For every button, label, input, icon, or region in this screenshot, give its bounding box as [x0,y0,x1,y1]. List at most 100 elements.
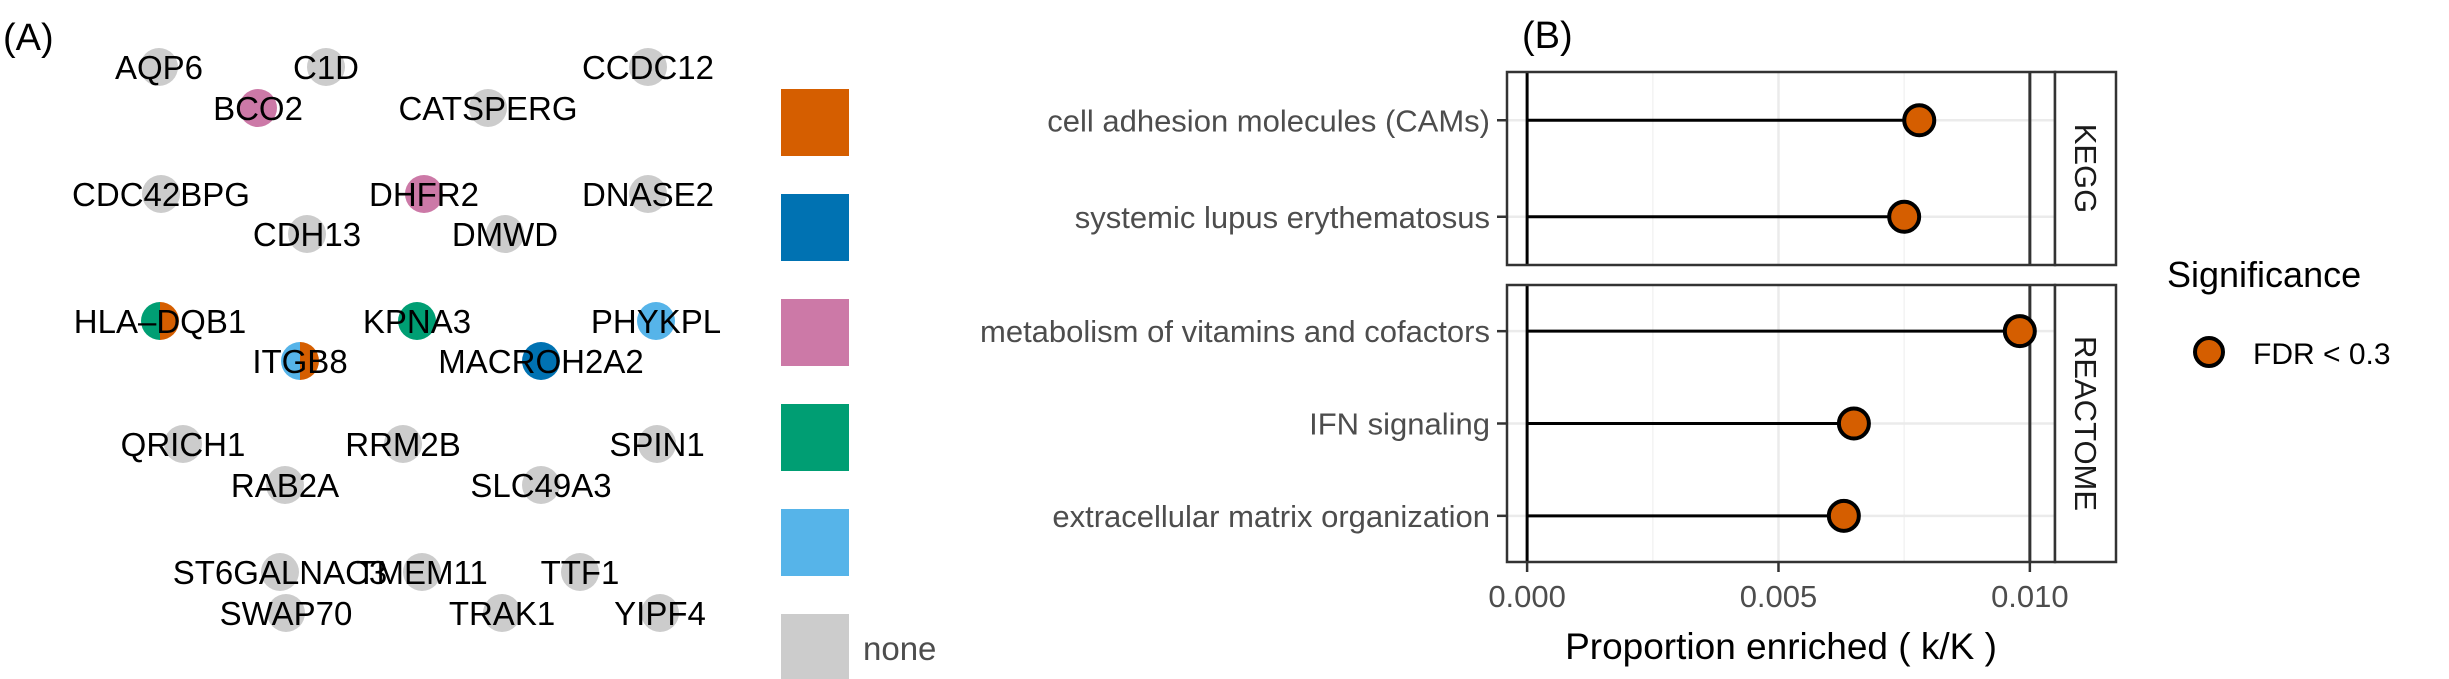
gene-node: CATSPERG [398,89,578,127]
gene-node: MACROH2A2 [438,342,644,380]
gene-node: ST6GALNAC3 [173,553,387,591]
gene-label: PHYKPL [591,303,721,340]
gene-dot [239,89,277,127]
gene-node: CDH13 [253,215,361,253]
gene-dot-half [300,342,319,380]
facet-kegg: cell adhesion molecules (CAMs) systemic l… [1047,70,2118,267]
gene-node: HLA–DQB1 [74,302,246,340]
facet-reactome: metabolism of vitamins and cofactors IFN … [980,283,2118,564]
gene-label: BCO2 [213,90,303,127]
gene-dot-half [281,342,300,380]
chart-legend: Significance FDR < 0.3 [2167,254,2391,371]
gene-label: C1D [293,49,359,86]
gene-label: ITGB8 [252,343,347,380]
panel-b-label: (B) [1522,15,1573,57]
gene-dot [637,302,675,340]
gene-label: SLC49A3 [470,467,611,504]
color-swatch [781,614,849,679]
gene-nodes: AQP6 C1D CCDC12 BCO2 CATSPERG CDC42BPG DHFR2 DN… [72,48,721,632]
gene-dot [483,594,521,632]
gene-dot [266,466,304,504]
gene-label: QRICH1 [121,426,246,463]
gene-label: AQP6 [115,49,203,86]
data-point [1826,498,1861,533]
color-key-item [781,404,849,471]
gene-dot-half [160,302,179,340]
data-point [1902,103,1937,138]
gene-dot [469,89,507,127]
gene-node: TTF1 [541,553,620,591]
color-swatch [781,299,849,366]
category-label: cell adhesion molecules (CAMs) [1047,103,1490,138]
panel-a-label: (A) [3,17,54,59]
gene-node: DMWD [452,215,558,253]
facet-strip-label: REACTOME [2068,336,2103,511]
x-axis-label: Proportion enriched ( k/K ) [1565,626,1997,667]
gene-dot [629,175,667,213]
gene-dot [561,553,599,591]
gene-label: RAB2A [231,467,339,504]
gene-node: YIPF4 [614,594,706,632]
gene-dot [140,48,178,86]
gene-node: QRICH1 [121,425,246,463]
gene-dot [486,215,524,253]
gene-dot [261,553,299,591]
gene-label: CDH13 [253,216,361,253]
gene-dot [288,215,326,253]
gene-node: BCO2 [213,89,303,127]
gene-label: MACROH2A2 [438,343,643,380]
category-label: systemic lupus erythematosus [1075,200,1490,235]
color-key: none [781,89,936,679]
gene-node: C1D [293,48,359,86]
gene-label: CDC42BPG [72,176,250,213]
x-tick-label: 0.000 [1488,579,1566,614]
gene-label: SWAP70 [220,595,353,632]
legend-title: Significance [2167,254,2361,295]
gene-dot [405,175,443,213]
gene-node: AQP6 [115,48,203,86]
gene-node: KPNA3 [363,302,471,340]
color-key-item [781,194,849,261]
gene-label: TMEM11 [356,554,487,591]
gene-label: SPIN1 [609,426,704,463]
gene-node: CDC42BPG [72,175,250,213]
gene-dot [164,425,202,463]
gene-node: CCDC12 [582,48,714,86]
gene-node: SLC49A3 [470,466,612,504]
lollipop-chart: cell adhesion molecules (CAMs) systemic l… [980,70,2118,614]
gene-dot [307,48,345,86]
panel-border [1505,70,2057,267]
gene-label: CATSPERG [398,90,577,127]
color-swatch [781,404,849,471]
gene-node: SWAP70 [220,594,353,632]
category-label: IFN signaling [1309,407,1490,442]
gene-node: PHYKPL [591,302,721,340]
gene-label: TTF1 [541,554,620,591]
data-point [2002,314,2037,349]
gene-node: ITGB8 [252,342,348,380]
category-label: extracellular matrix organization [1052,499,1490,534]
gene-dot [267,594,305,632]
gene-node: RRM2B [345,425,461,463]
color-key-item [781,89,849,156]
panel-b: (B) cell adhesion molecules (CAMs) system… [980,15,2391,667]
gene-dot [384,425,422,463]
gene-label: RRM2B [345,426,461,463]
gene-dot [398,302,436,340]
gene-node: SPIN1 [609,425,705,463]
color-key-item: none [781,614,936,679]
gene-label: TRAK1 [449,595,555,632]
legend-entry-label: FDR < 0.3 [2253,338,2391,371]
gene-node: RAB2A [231,466,339,504]
gene-node: TRAK1 [449,594,555,632]
gene-label: DNASE2 [582,176,714,213]
color-key-label: none [863,630,936,667]
panel-a: (A) AQP6 C1D CCDC12 BCO2 CATSPERG CDC42BPG DHF… [3,17,936,679]
gene-dot [142,175,180,213]
color-swatch [781,89,849,156]
gene-node: TMEM11 [356,553,488,591]
color-swatch [781,509,849,576]
gene-node: DNASE2 [582,175,714,213]
x-tick-label: 0.005 [1740,579,1818,614]
facet-strip [2053,283,2118,564]
